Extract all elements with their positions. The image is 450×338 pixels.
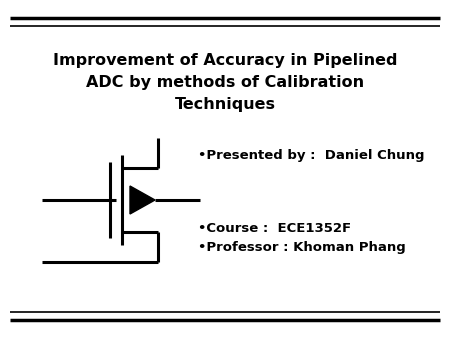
Text: •Course :  ECE1352F: •Course : ECE1352F	[198, 221, 351, 235]
Polygon shape	[130, 186, 155, 214]
Text: •Professor : Khoman Phang: •Professor : Khoman Phang	[198, 241, 406, 255]
Text: ADC by methods of Calibration: ADC by methods of Calibration	[86, 74, 364, 90]
Text: •Presented by :  Daniel Chung: •Presented by : Daniel Chung	[198, 148, 424, 162]
Text: Improvement of Accuracy in Pipelined: Improvement of Accuracy in Pipelined	[53, 52, 397, 68]
Text: Techniques: Techniques	[175, 97, 275, 112]
